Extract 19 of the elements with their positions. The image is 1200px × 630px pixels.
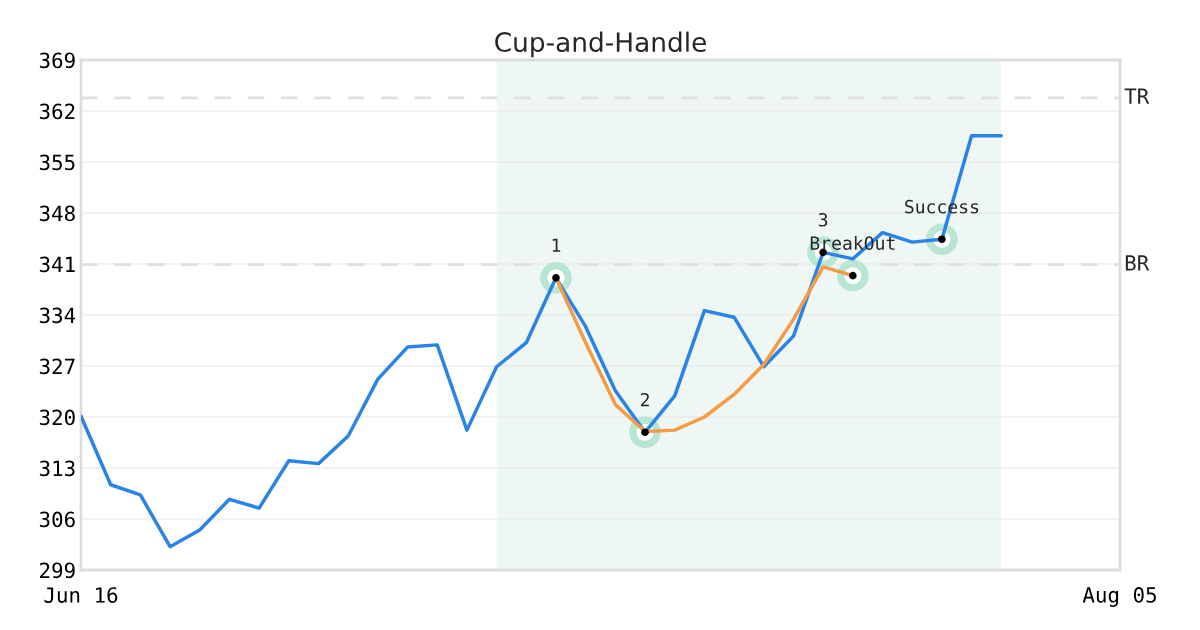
y-tick-label: 327 (39, 358, 75, 375)
ref-line-label: BR (1125, 255, 1150, 271)
chart-title: Cup-and-Handle (495, 31, 706, 58)
y-tick-label: 341 (39, 256, 75, 273)
y-tick-label: 355 (39, 154, 75, 171)
y-tick-label: 362 (39, 103, 75, 120)
x-tick-label: Jun 16 (44, 587, 118, 603)
annotation: 1 (552, 238, 561, 252)
y-tick-label: 299 (40, 562, 75, 579)
y-tick-label: 348 (39, 205, 75, 222)
y-tick-label: 334 (39, 307, 76, 324)
ref-line-label: TR (1124, 88, 1150, 104)
annotation: 3 (818, 212, 828, 227)
y-tick-label: 313 (39, 460, 75, 477)
annotation: 2 (640, 392, 649, 407)
y-tick-label: 369 (39, 52, 75, 69)
x-tick-label: Aug 05 (1082, 587, 1156, 607)
y-tick-label: 306 (39, 511, 75, 528)
y-tick-label: 320 (39, 409, 75, 426)
